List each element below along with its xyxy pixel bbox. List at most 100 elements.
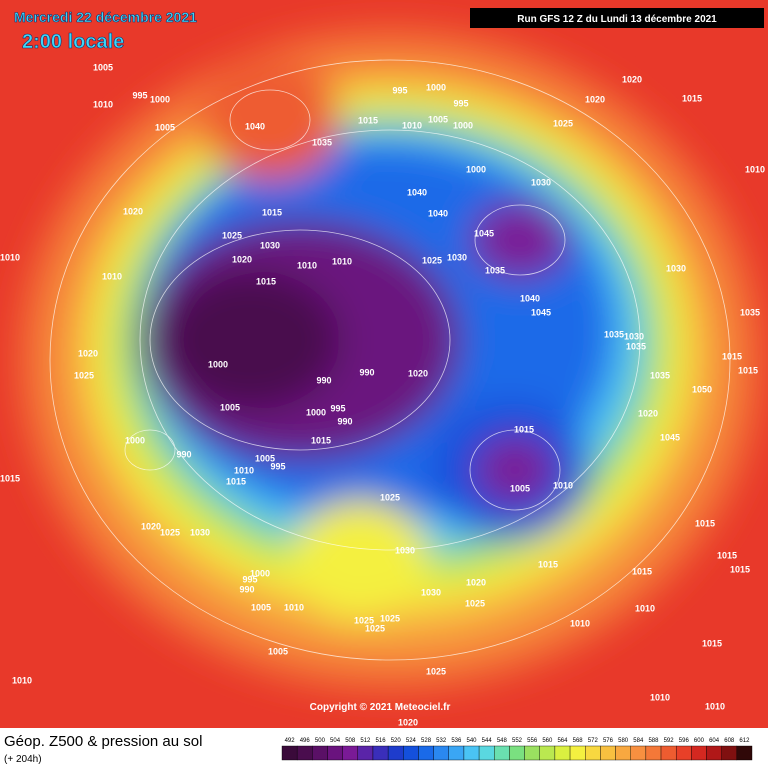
isobar-label: 1030 bbox=[447, 252, 467, 262]
legend-swatch bbox=[433, 745, 449, 761]
run: Run GFS 12 Z du Lundi 13 décembre 2021 bbox=[517, 14, 717, 25]
isobar-label: 1010 bbox=[635, 603, 655, 613]
isobar-label: 1015 bbox=[262, 207, 282, 217]
legend-swatch bbox=[312, 745, 328, 761]
legend-level: 528 bbox=[421, 738, 432, 744]
legend-level: 508 bbox=[345, 738, 356, 744]
isobar-label: 1020 bbox=[232, 254, 252, 264]
isobar-label: 1005 bbox=[155, 122, 175, 132]
legend-level: 560 bbox=[542, 738, 553, 744]
isobar-label: 1015 bbox=[311, 435, 331, 445]
legend-level: 580 bbox=[618, 738, 629, 744]
isobar-label: 1035 bbox=[485, 265, 505, 275]
isobar-label: 990 bbox=[359, 367, 374, 377]
legend-swatch bbox=[706, 745, 722, 761]
isobar-label: 995 bbox=[242, 574, 257, 584]
isobar-label: 1030 bbox=[395, 545, 415, 555]
field bbox=[0, 0, 768, 728]
legend-level: 556 bbox=[527, 738, 538, 744]
isobar-label: 1025 bbox=[160, 527, 180, 537]
isobar-label: 1050 bbox=[692, 384, 712, 394]
isobar-label: 1005 bbox=[428, 114, 448, 124]
isobar-label: 1015 bbox=[695, 518, 715, 528]
isobar-label: 995 bbox=[132, 90, 147, 100]
legend-swatch bbox=[600, 745, 616, 761]
legend: 492 496 500 504 508 512 516 520 524 528 532 536 540 5… bbox=[281, 738, 753, 761]
isobar-label: 1035 bbox=[626, 341, 646, 351]
legend-level: 512 bbox=[360, 738, 371, 744]
legend-level: 504 bbox=[330, 738, 341, 744]
isobar-label: 1035 bbox=[312, 137, 332, 147]
legend-level: 568 bbox=[573, 738, 584, 744]
isobar-label: 990 bbox=[176, 449, 191, 459]
isobar-label: 1010 bbox=[234, 465, 254, 475]
legend-swatch bbox=[403, 745, 419, 761]
isobar-label: 1040 bbox=[245, 121, 265, 131]
isobar-label: 1025 bbox=[380, 613, 400, 623]
isobar-label: 1015 bbox=[0, 473, 20, 483]
isobar-label: 1005 bbox=[220, 402, 240, 412]
isobar-label: 1005 bbox=[93, 62, 113, 72]
isobar-label: 1000 bbox=[426, 82, 446, 92]
isobar-label: 1020 bbox=[622, 74, 642, 84]
legend-swatch bbox=[509, 745, 525, 761]
isobar-label: 1015 bbox=[717, 550, 737, 560]
legend-swatch bbox=[736, 745, 753, 761]
legend-swatch bbox=[327, 745, 343, 761]
legend-swatch bbox=[372, 745, 389, 761]
isobar-label: 1010 bbox=[12, 675, 32, 685]
legend-level: 612 bbox=[739, 738, 750, 744]
isobar-label: 1010 bbox=[705, 701, 725, 711]
legend-level: 584 bbox=[633, 738, 644, 744]
legend-swatch bbox=[342, 745, 359, 761]
legend-level: 544 bbox=[482, 738, 493, 744]
legend-level: 500 bbox=[315, 738, 326, 744]
legend-level: 600 bbox=[694, 738, 705, 744]
isobar-label: 1005 bbox=[268, 646, 288, 656]
isobar-label: 1000 bbox=[250, 568, 270, 578]
legend-swatch bbox=[630, 745, 647, 761]
isobar-label: 1005 bbox=[255, 453, 275, 463]
legend-swatch bbox=[357, 745, 374, 761]
copyright: Copyright © 2021 Meteociel.fr bbox=[310, 702, 451, 713]
legend-swatch bbox=[296, 745, 313, 761]
legend-level: 572 bbox=[588, 738, 599, 744]
isobar-label: 1015 bbox=[738, 365, 758, 375]
isobar-label: 1015 bbox=[730, 564, 750, 574]
isobar-label: 1025 bbox=[553, 118, 573, 128]
isobar-label: 1010 bbox=[102, 271, 122, 281]
legend-level: 564 bbox=[557, 738, 568, 744]
legend-swatch bbox=[585, 745, 601, 761]
legend-swatch bbox=[281, 745, 298, 761]
isobar-label: 1015 bbox=[722, 351, 742, 361]
isobar-label: 1025 bbox=[422, 255, 442, 265]
isobar-label: 1015 bbox=[358, 115, 378, 125]
legend-swatch bbox=[539, 745, 556, 761]
isobar-label: 1000 bbox=[208, 359, 228, 369]
isobar-label: 995 bbox=[392, 85, 407, 95]
isobar-label: 990 bbox=[337, 416, 352, 426]
isobar-label: 1045 bbox=[531, 307, 551, 317]
isobar-label: 1040 bbox=[428, 208, 448, 218]
isobar-label: 1010 bbox=[553, 480, 573, 490]
isobar-label: 1000 bbox=[466, 164, 486, 174]
isobar-label: 1025 bbox=[222, 230, 242, 240]
isobar-label: 1015 bbox=[256, 276, 276, 286]
isobar-label: 1045 bbox=[660, 432, 680, 442]
legend-swatch bbox=[615, 745, 631, 761]
isobar-label: 1025 bbox=[354, 615, 374, 625]
isobar-label: 1035 bbox=[740, 307, 760, 317]
isobar-label: 1035 bbox=[604, 329, 624, 339]
run-box bbox=[470, 8, 764, 28]
isobar-label: 1020 bbox=[408, 368, 428, 378]
legend-swatch bbox=[569, 745, 586, 761]
isobar-label: 1015 bbox=[632, 566, 652, 576]
legend-level: 552 bbox=[512, 738, 523, 744]
legend-level: 548 bbox=[497, 738, 508, 744]
isobar-label: 1040 bbox=[407, 187, 427, 197]
legend-level: 520 bbox=[391, 738, 402, 744]
isobar-label: 1030 bbox=[531, 177, 551, 187]
isobar-label: 1010 bbox=[650, 692, 670, 702]
legend-swatch bbox=[721, 745, 738, 761]
